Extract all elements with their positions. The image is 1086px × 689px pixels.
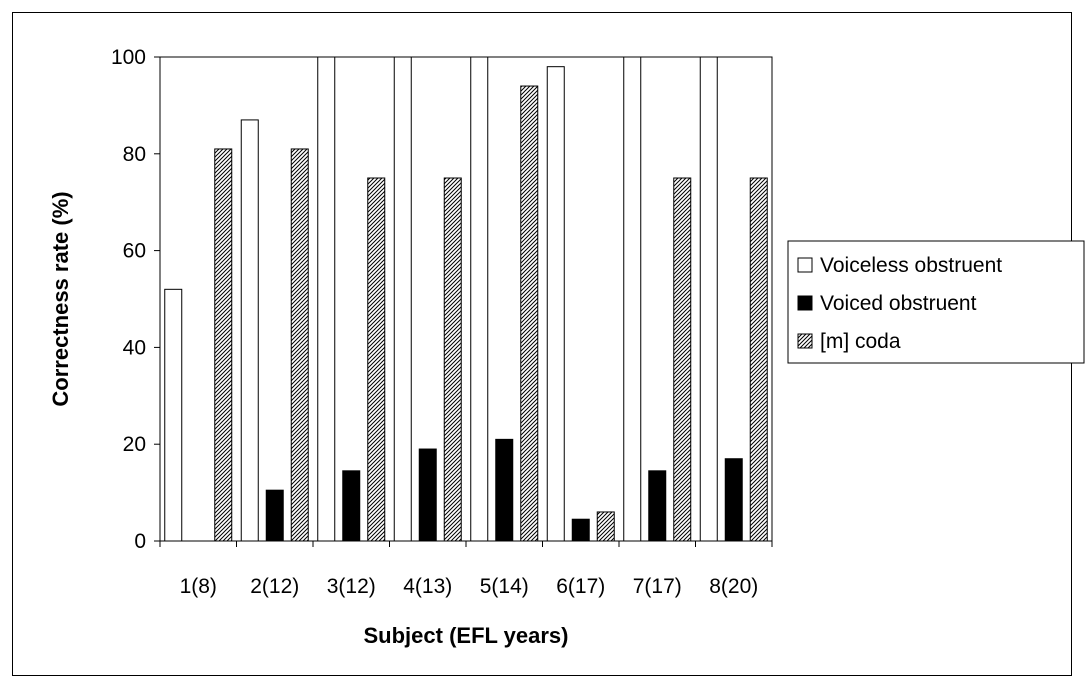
bar-m-coda	[215, 149, 232, 541]
x-tick-label: 6(17)	[556, 575, 605, 598]
bar-voiced-obstruent	[266, 490, 283, 541]
bar-voiceless-obstruent	[241, 120, 258, 541]
legend: Voiceless obstruent Voiced obstruent [m] c…	[788, 241, 1084, 363]
bar-voiceless-obstruent	[394, 57, 411, 541]
bar-m-coda	[444, 178, 461, 541]
legend-label: Voiced obstruent	[820, 292, 977, 315]
bar-m-coda	[291, 149, 308, 541]
bar-voiced-obstruent	[725, 459, 742, 541]
y-tick-label: 20	[123, 433, 146, 456]
legend-swatch	[798, 258, 812, 272]
x-tick-label: 1(8)	[180, 575, 217, 598]
legend-swatch	[798, 296, 812, 310]
bar-voiceless-obstruent	[165, 289, 182, 541]
x-tick-label: 8(20)	[709, 575, 758, 598]
x-axis-title: Subject (EFL years)	[364, 623, 569, 648]
bar-m-coda	[368, 178, 385, 541]
bar-voiceless-obstruent	[700, 57, 717, 541]
bar-m-coda	[674, 178, 691, 541]
x-tick-label: 5(14)	[480, 575, 529, 598]
bar-voiced-obstruent	[343, 471, 360, 541]
bar-voiceless-obstruent	[318, 57, 335, 541]
plot-area	[165, 57, 768, 541]
bar-voiced-obstruent	[649, 471, 666, 541]
x-tick-label: 3(12)	[327, 575, 376, 598]
y-tick-label: 60	[123, 240, 146, 263]
bar-voiceless-obstruent	[471, 57, 488, 541]
bar-voiced-obstruent	[419, 449, 436, 541]
legend-swatch	[798, 334, 812, 348]
x-tick-label: 4(13)	[403, 575, 452, 598]
bar-voiced-obstruent	[572, 519, 589, 541]
bar-m-coda	[597, 512, 614, 541]
axes: 0 20 40 60 80 100 1(8) 2(12) 3(12) 4(13) 5(14) 6(17…	[111, 46, 772, 598]
y-tick-label: 40	[123, 336, 146, 359]
y-tick-label: 100	[111, 46, 146, 69]
bar-voiced-obstruent	[496, 439, 513, 541]
y-tick-label: 0	[134, 530, 146, 553]
bar-voiceless-obstruent	[624, 57, 641, 541]
bar-m-coda	[521, 86, 538, 541]
legend-label: Voiceless obstruent	[820, 254, 1002, 277]
legend-label: [m] coda	[820, 330, 901, 353]
x-tick-label: 2(12)	[250, 575, 299, 598]
bar-voiceless-obstruent	[547, 67, 564, 541]
y-tick-label: 80	[123, 143, 146, 166]
y-axis-title: Correctness rate (%)	[48, 191, 73, 406]
bar-m-coda	[750, 178, 767, 541]
x-tick-label: 7(17)	[633, 575, 682, 598]
